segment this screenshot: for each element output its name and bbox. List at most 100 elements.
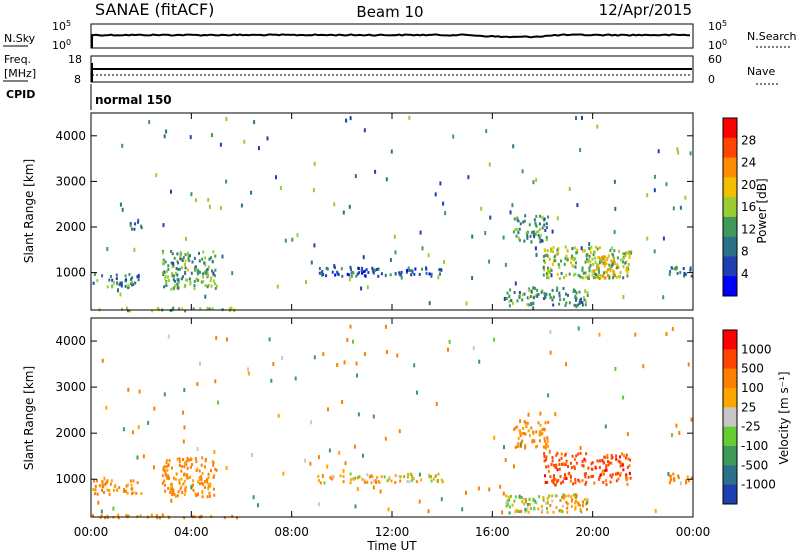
echo-cell [178, 280, 181, 284]
echo-cell [584, 459, 587, 463]
echo-cell [619, 271, 622, 275]
echo-cell [619, 455, 621, 459]
echo-cell [408, 480, 411, 484]
echo-cell [305, 280, 307, 285]
echo-cell [176, 273, 179, 277]
echo-cell [134, 222, 137, 226]
echo-cell [135, 491, 138, 495]
echo-cell [178, 460, 181, 464]
echo-cell [605, 479, 607, 483]
echo-cell [546, 254, 549, 258]
echo-cell [106, 479, 109, 483]
echo-cell [541, 508, 544, 512]
echo-cell [592, 474, 594, 478]
echo-cell [180, 469, 183, 473]
echo-cell [129, 479, 132, 483]
echo-cell [537, 421, 540, 425]
echo-cell [624, 254, 627, 257]
echo-cell [217, 400, 219, 405]
echo-cell [598, 466, 601, 469]
echo-cell [679, 205, 682, 210]
colorbar-frame [722, 117, 738, 297]
echo-cell [557, 251, 560, 255]
echo-cell [589, 247, 592, 251]
echo-cell [593, 250, 596, 254]
echo-cell [602, 274, 605, 278]
echo-cell [564, 452, 567, 456]
echo-cell [626, 432, 629, 437]
echo-cell [577, 452, 580, 456]
echo-cell [127, 387, 130, 392]
echo-cell [604, 270, 607, 274]
power-ylabel: Slant Range [km] [22, 159, 36, 263]
power-frame [90, 112, 694, 311]
echo-cell [542, 498, 545, 502]
echo-cell [178, 478, 181, 482]
echo-cell [526, 506, 529, 510]
echo-cell [679, 271, 682, 274]
echo-cell [296, 233, 299, 238]
echo-cell [140, 224, 142, 228]
echo-cell [179, 257, 182, 261]
echo-cell [544, 261, 546, 265]
echo-cell [521, 439, 524, 443]
echo-cell [225, 465, 228, 470]
echo-cell [574, 458, 576, 461]
echo-cell [193, 284, 196, 288]
nsky-label: N.Sky [4, 32, 36, 45]
nsearch-tick-top: 105 [708, 19, 727, 33]
echo-cell [208, 204, 211, 209]
echo-cell [662, 295, 665, 300]
echo-cell [349, 116, 352, 121]
echo-cell [593, 272, 596, 276]
echo-cell [236, 516, 238, 520]
echo-cell [594, 256, 596, 260]
echo-cell [574, 289, 576, 293]
echo-cell [94, 484, 97, 488]
echo-cell [561, 495, 563, 499]
echo-cell [533, 235, 536, 239]
echo-cell [533, 507, 536, 511]
echo-cell [514, 495, 517, 499]
echo-cell [505, 494, 508, 498]
echo-cell [567, 494, 570, 498]
echo-cell [123, 488, 126, 491]
echo-cell [125, 484, 128, 488]
echo-cell [519, 419, 522, 424]
echo-cell [207, 476, 210, 480]
echo-cell [619, 473, 622, 477]
echo-cell [465, 490, 467, 495]
echo-cell [194, 268, 197, 272]
echo-cell [331, 475, 334, 479]
echo-cell [164, 260, 167, 264]
cpid-panel: CPID normal 150 [6, 84, 172, 110]
echo-cell [183, 462, 186, 466]
echo-cell [132, 491, 135, 495]
echo-cell [101, 274, 104, 278]
echo-cell [501, 510, 504, 515]
echo-cell [465, 301, 468, 306]
echo-cell [588, 242, 591, 246]
echo-cell [163, 392, 166, 397]
echo-cell [169, 490, 172, 494]
echo-cell [578, 302, 581, 305]
echo-cell [171, 265, 174, 269]
colorbar-segment [723, 407, 737, 428]
echo-cell [558, 302, 561, 306]
freq-panel: Freq. [MHz] 18 8 60 0 Nave [3, 53, 778, 86]
echo-cell [447, 347, 449, 352]
echo-cell [553, 483, 556, 487]
echo-cell [448, 339, 451, 344]
echo-cell [594, 260, 597, 264]
echo-cell [518, 238, 521, 242]
echo-cell [567, 465, 569, 468]
echo-cell [212, 250, 215, 254]
echo-cell [164, 274, 167, 278]
echo-cell [225, 117, 228, 121]
echo-cell [188, 458, 191, 462]
echo-cell [621, 452, 623, 456]
echo-cell [686, 475, 689, 479]
echo-cell [411, 475, 414, 479]
echo-cell [206, 306, 209, 310]
echo-cell [124, 489, 127, 493]
